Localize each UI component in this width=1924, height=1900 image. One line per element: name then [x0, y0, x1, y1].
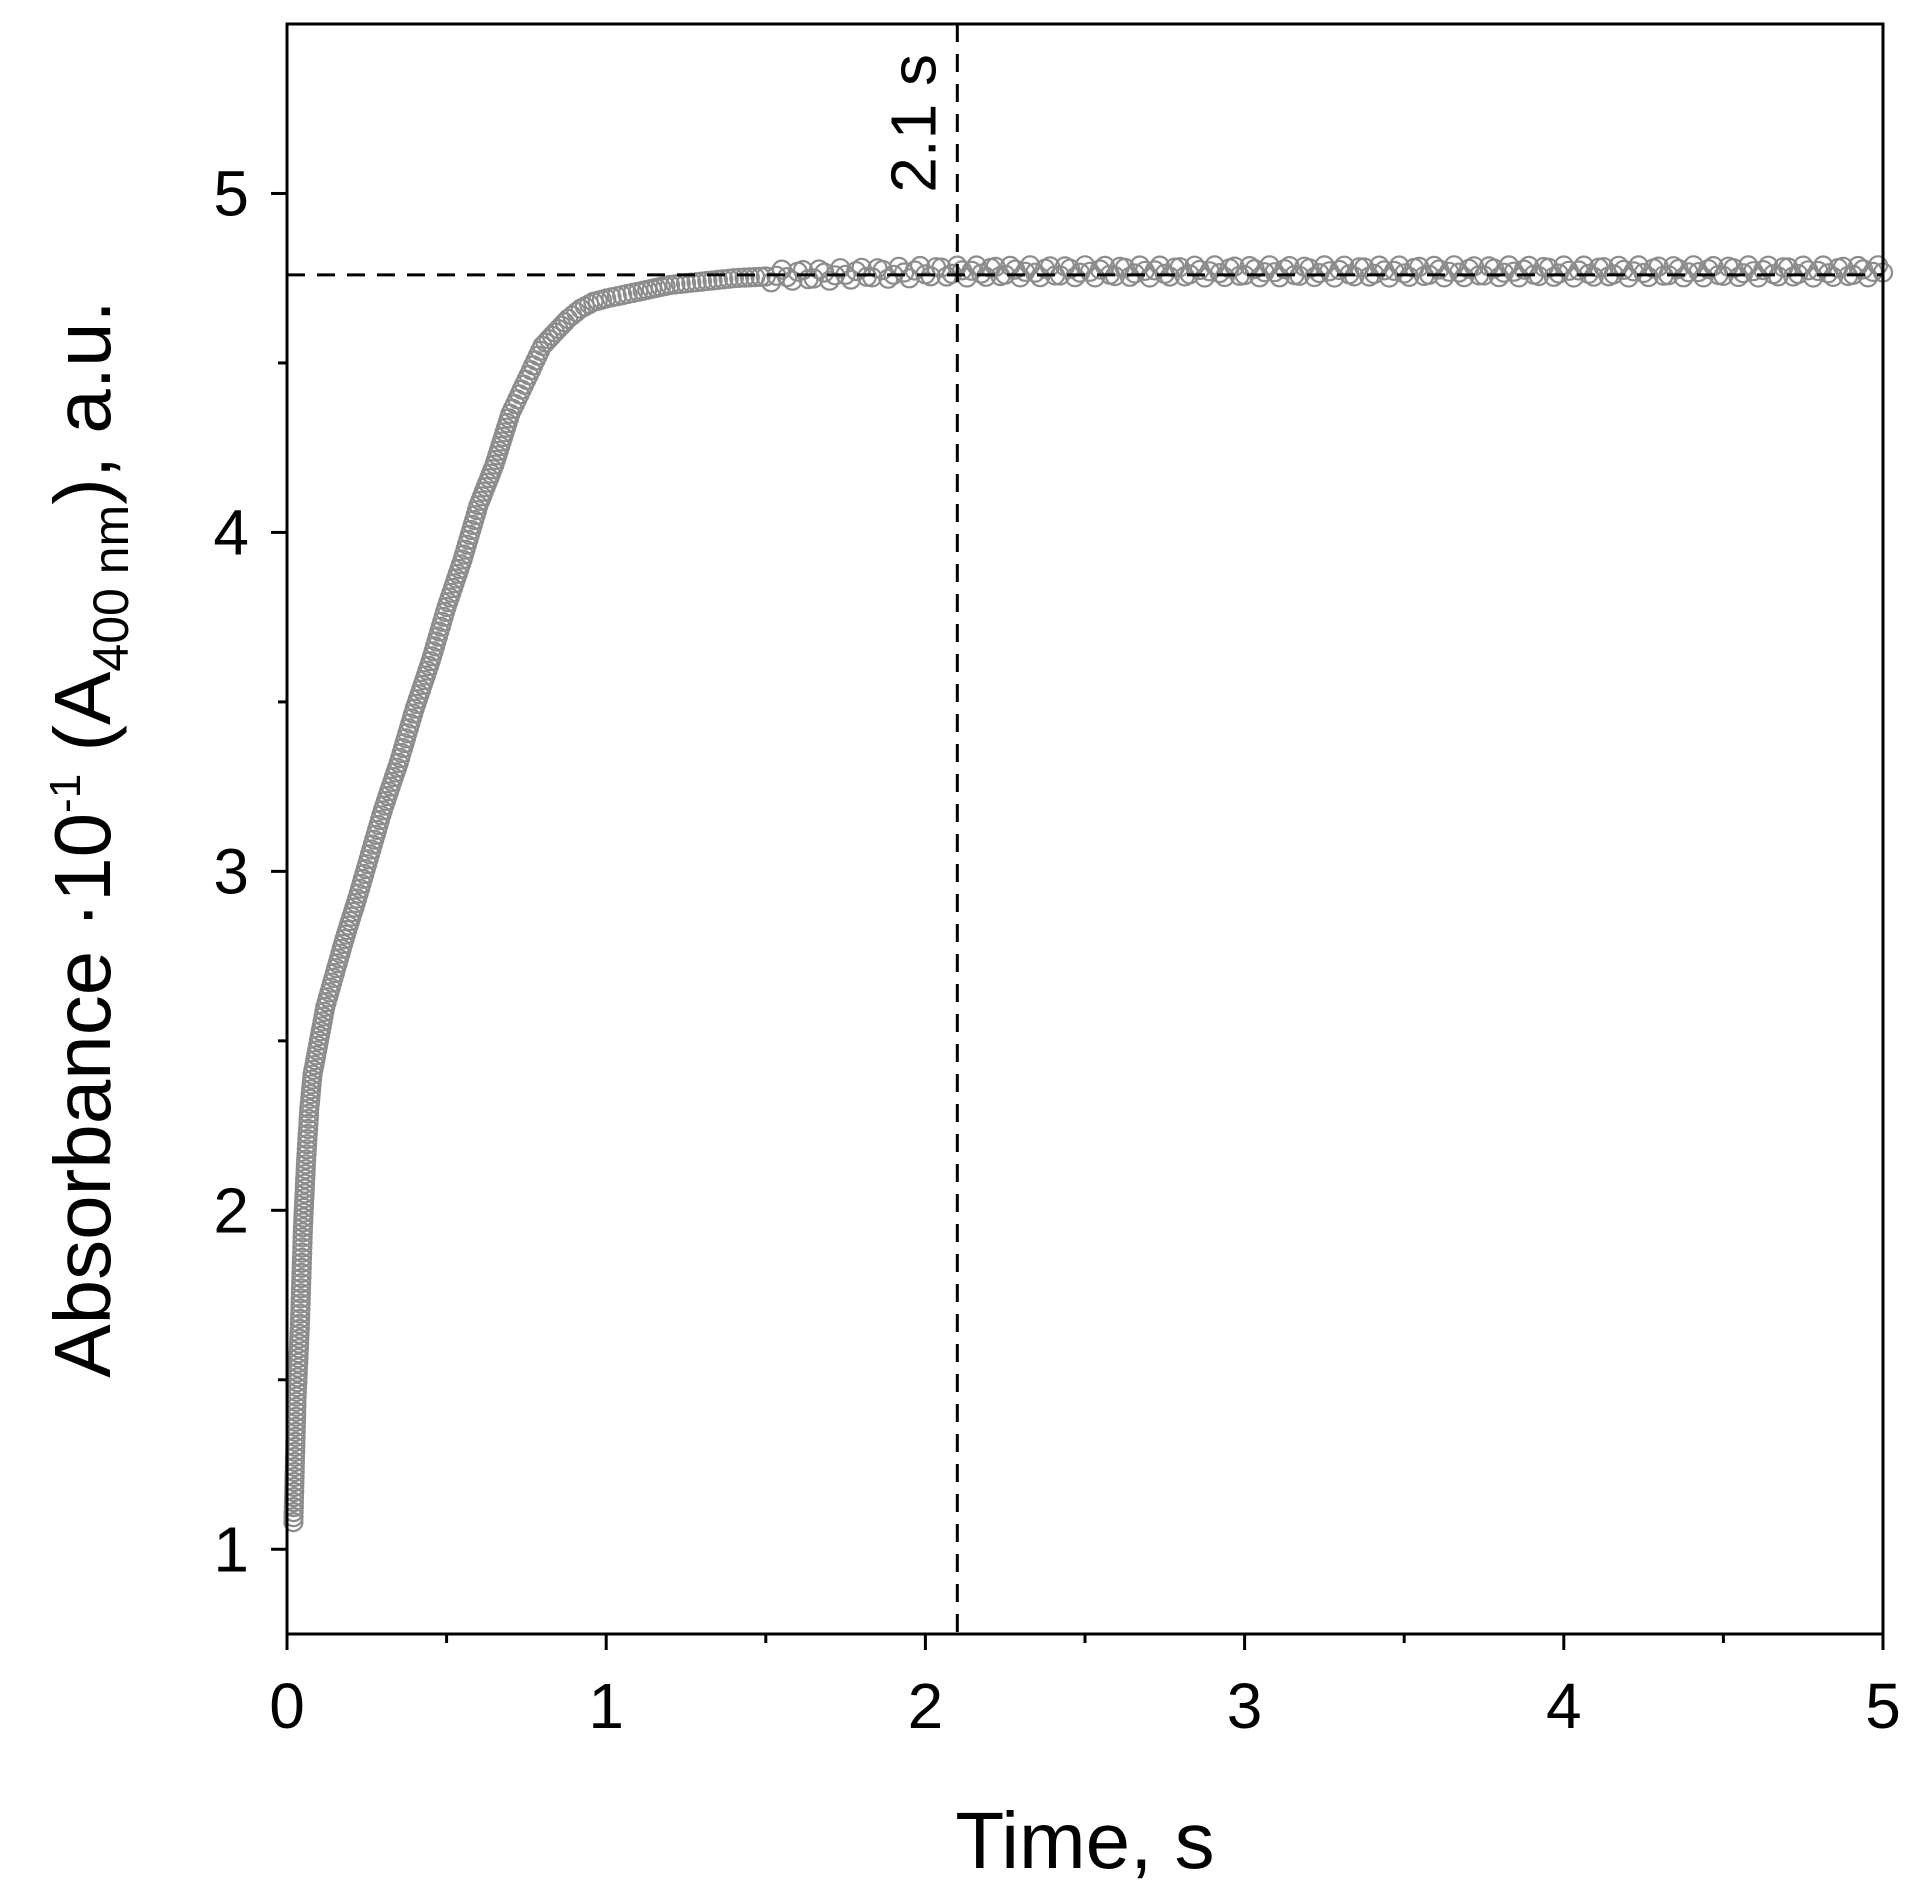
data-point [551, 315, 572, 336]
data-point [283, 1496, 304, 1518]
y-tick-label: 4 [213, 496, 249, 568]
data-point [830, 258, 851, 279]
x-tick-label: 1 [588, 1670, 624, 1742]
data-point [283, 1491, 304, 1513]
data-point [729, 267, 750, 288]
x-tick-label: 5 [1865, 1670, 1901, 1742]
data-point [283, 1511, 304, 1533]
data-point [1249, 267, 1270, 288]
data-point [554, 312, 575, 333]
x-axis-title: Time, s [955, 1796, 1214, 1885]
data-point [292, 1232, 313, 1253]
data-point [1433, 267, 1455, 288]
data-point [284, 1481, 305, 1503]
y-tick-label: 3 [213, 835, 249, 907]
data-point [290, 1298, 311, 1319]
data-point [291, 1257, 312, 1279]
data-point [292, 1222, 313, 1243]
y-axis-title-paren-close: ), a.u. [38, 300, 127, 505]
data-point [291, 1252, 312, 1274]
data-point [1010, 267, 1031, 288]
data-point [291, 1262, 312, 1284]
data-point [1683, 255, 1704, 276]
series-markers [283, 255, 1894, 1533]
reference-lines [287, 24, 1883, 1634]
data-point [284, 1471, 305, 1493]
data-point [290, 1293, 311, 1314]
data-point [290, 1303, 311, 1324]
data-point [290, 1288, 311, 1309]
data-point [290, 1283, 311, 1304]
data-point [290, 1278, 312, 1299]
data-point [289, 1313, 310, 1335]
data-point [1618, 267, 1639, 288]
y-tick-label: 5 [213, 157, 249, 229]
y-axis-title-main: Absorbance ·10 [38, 813, 127, 1378]
data-point [291, 1247, 313, 1268]
y-axis-title-paren-open: (A [38, 671, 127, 774]
y-axis-title-subscript: 400 nm [83, 505, 139, 672]
data-point [734, 267, 755, 288]
data-point [292, 1237, 313, 1258]
x-axis: 0 1 2 3 4 5 [269, 1634, 1901, 1742]
annotation-label: 2.1 s [877, 54, 949, 193]
data-point [283, 1486, 305, 1508]
data-point [1498, 255, 1520, 276]
y-tick-label: 2 [213, 1174, 249, 1246]
data-point [739, 267, 760, 288]
y-tick-label: 1 [213, 1513, 249, 1585]
annotations: 2.1 s [877, 54, 949, 193]
data-point [723, 268, 745, 289]
data-point [292, 1227, 313, 1248]
x-tick-label: 3 [1227, 1670, 1263, 1742]
data-point [292, 1242, 313, 1263]
data-point [283, 1501, 304, 1523]
x-tick-label: 2 [908, 1670, 944, 1742]
y-axis-title: Absorbance ·10-1 (A400 nm), a.u. [38, 300, 139, 1377]
data-point [1194, 267, 1215, 288]
y-axis-title-exponent: -1 [41, 774, 90, 813]
data-point [1857, 267, 1879, 288]
data-point [289, 1318, 310, 1340]
y-axis: 1 2 3 4 5 [213, 157, 287, 1585]
data-point [284, 1476, 305, 1498]
data-point [1803, 267, 1824, 288]
data-point [1738, 255, 1759, 276]
data-point [291, 1267, 312, 1289]
data-point [290, 1308, 311, 1329]
data-point [750, 266, 771, 287]
x-tick-label: 4 [1546, 1670, 1582, 1742]
data-point [283, 1506, 304, 1528]
data-point [1379, 267, 1400, 288]
data-point [291, 1273, 312, 1294]
x-tick-label: 0 [269, 1670, 305, 1742]
